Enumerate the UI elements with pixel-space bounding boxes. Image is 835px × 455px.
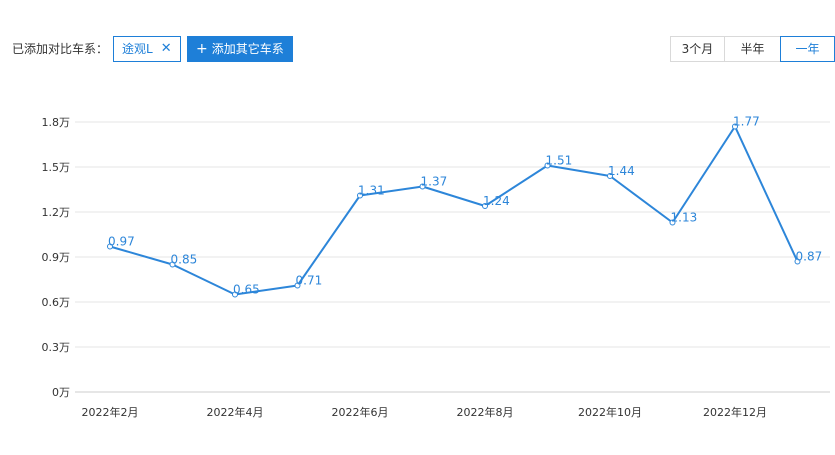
data-point — [794, 258, 801, 265]
x-tick-label: 2022年10月 — [578, 405, 642, 419]
data-label: 0.85 — [171, 253, 198, 267]
data-point — [357, 192, 363, 199]
compare-toolbar: 已添加对比车系： 途观L ✕ + 添加其它车系 3个月 半年 一年 — [0, 36, 835, 62]
car-tag[interactable]: 途观L ✕ — [113, 36, 181, 62]
x-tick-label: 2022年4月 — [207, 405, 264, 419]
data-point — [169, 261, 176, 268]
data-point — [294, 282, 301, 289]
data-point — [607, 173, 613, 179]
y-tick-label: 0.9万 — [42, 251, 71, 264]
data-point — [732, 123, 738, 130]
data-point — [419, 183, 426, 190]
data-label: 1.44 — [608, 164, 635, 178]
car-tag-label: 途观L — [122, 42, 153, 56]
data-label: 1.51 — [546, 154, 573, 168]
compare-label: 已添加对比车系： — [12, 42, 109, 56]
data-label: 0.65 — [233, 283, 260, 297]
add-car-button[interactable]: + 添加其它车系 — [187, 36, 293, 62]
data-label: 0.87 — [796, 250, 823, 264]
y-tick-label: 1.8万 — [42, 116, 71, 129]
x-tick-label: 2022年2月 — [82, 405, 139, 419]
range-one-year-button[interactable]: 一年 — [780, 36, 835, 62]
data-point — [232, 291, 238, 298]
time-range-group: 3个月 半年 一年 — [670, 36, 835, 62]
data-point — [669, 219, 676, 226]
data-label: 0.97 — [108, 235, 135, 249]
range-half-year-button[interactable]: 半年 — [724, 36, 781, 62]
data-label: 1.31 — [358, 184, 385, 198]
data-label: 1.13 — [671, 211, 698, 225]
add-car-button-label: 添加其它车系 — [211, 42, 284, 56]
data-point — [107, 243, 113, 250]
close-icon[interactable]: ✕ — [160, 41, 172, 56]
x-tick-label: 2022年8月 — [457, 405, 514, 419]
data-label: 0.71 — [296, 274, 323, 288]
series-line — [109, 125, 799, 296]
data-point — [544, 162, 551, 169]
data-point — [482, 203, 488, 209]
data-label: 1.37 — [421, 175, 448, 189]
x-tick-label: 2022年12月 — [703, 405, 767, 419]
y-tick-label: 0.6万 — [42, 296, 71, 309]
data-label: 1.24 — [483, 194, 510, 208]
y-tick-label: 1.2万 — [42, 206, 71, 219]
x-tick-label: 2022年6月 — [332, 405, 389, 419]
y-tick-label: 0.3万 — [42, 341, 71, 354]
plus-icon: + — [196, 41, 208, 57]
y-tick-label: 0万 — [52, 386, 70, 399]
y-tick-label: 1.5万 — [42, 161, 71, 174]
data-label: 1.77 — [733, 115, 760, 129]
